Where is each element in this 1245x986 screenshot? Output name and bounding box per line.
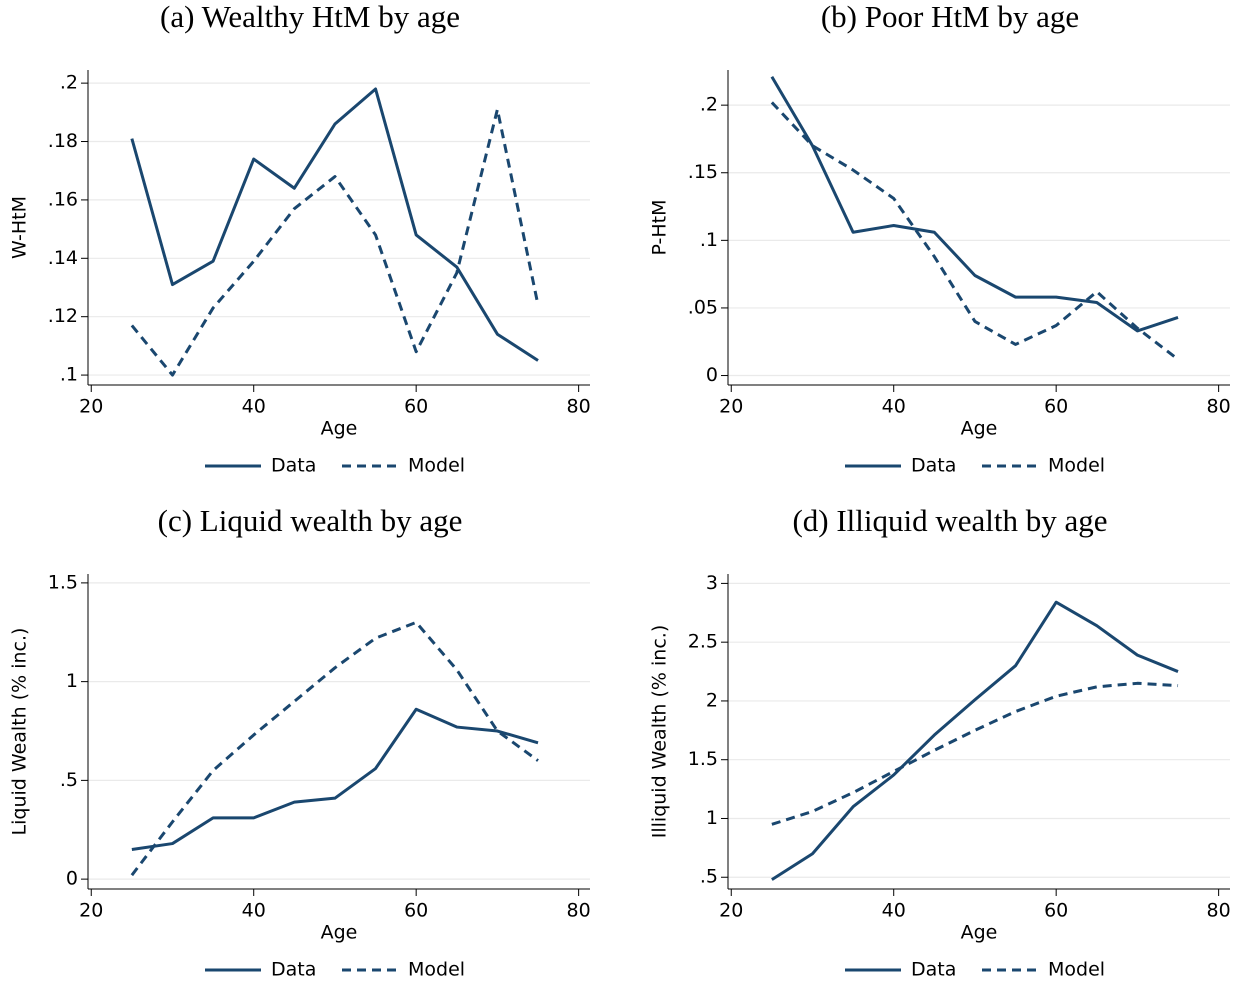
y-tick-label: .12 [48, 305, 78, 327]
x-axis-label: Age [321, 922, 358, 944]
y-axis-label: W-HtM [9, 196, 31, 259]
panel: (d) Illiquid wealth by age .5 1 1.5 2 2.5 3 20 4… [649, 503, 1231, 980]
y-axis-label: Illiquid Wealth (% inc.) [649, 625, 671, 838]
x-tick-label: 20 [719, 396, 743, 418]
panel: (a) Wealthy HtM by age .1 .12 .14 .16 .18 .2 20… [9, 0, 591, 477]
x-axis-label: Age [961, 922, 998, 944]
x-tick-label: 80 [567, 900, 591, 922]
legend-label: Model [1048, 959, 1105, 981]
x-tick-label: 60 [404, 396, 428, 418]
y-tick-label: .15 [688, 161, 718, 183]
panel-title: (d) Illiquid wealth by age [792, 503, 1107, 538]
y-tick-label: 3 [706, 572, 718, 594]
y-tick-label: .1 [700, 229, 718, 251]
legend-label: Data [271, 455, 316, 477]
x-tick-label: 80 [1207, 900, 1231, 922]
x-tick-label: 60 [404, 900, 428, 922]
x-axis-label: Age [321, 418, 358, 440]
series-line [130, 107, 540, 377]
y-tick-label: 2 [706, 689, 718, 711]
y-tick-label: 1 [706, 807, 718, 829]
y-tick-label: 0 [66, 868, 78, 890]
x-tick-label: 40 [242, 396, 266, 418]
legend-label: Model [408, 455, 465, 477]
y-tick-label: 2.5 [688, 631, 718, 653]
x-tick-label: 40 [882, 396, 906, 418]
y-axis-label: Liquid Wealth (% inc.) [9, 628, 31, 836]
y-tick-label: 1.5 [688, 748, 718, 770]
series-line [770, 101, 1179, 361]
y-axis-label: P-HtM [649, 199, 671, 255]
y-tick-label: .5 [60, 769, 78, 791]
panel: (c) Liquid wealth by age 0 .5 1 1.5 20 40 60 80 A… [9, 503, 591, 980]
series-line [771, 600, 1179, 881]
legend-label: Model [1048, 455, 1105, 477]
legend-label: Data [271, 959, 316, 981]
x-tick-label: 80 [567, 396, 591, 418]
x-tick-label: 60 [1044, 900, 1068, 922]
y-tick-label: 1 [66, 670, 78, 692]
series-line [130, 620, 539, 877]
series-line [131, 707, 539, 851]
x-tick-label: 20 [719, 900, 743, 922]
x-tick-label: 40 [242, 900, 266, 922]
y-tick-label: .1 [60, 364, 78, 386]
panel-title: (c) Liquid wealth by age [158, 503, 463, 538]
y-tick-label: .05 [688, 296, 718, 318]
legend-label: Data [911, 455, 956, 477]
y-tick-label: .5 [700, 866, 718, 888]
series-line [130, 87, 539, 362]
x-tick-label: 60 [1044, 396, 1068, 418]
y-tick-label: 0 [706, 364, 718, 386]
legend-label: Model [408, 959, 465, 981]
y-tick-label: .2 [60, 72, 78, 94]
y-tick-label: .16 [48, 188, 78, 210]
series-line [770, 75, 1179, 333]
legend-label: Data [911, 959, 956, 981]
x-axis-label: Age [961, 418, 998, 440]
panel-title: (b) Poor HtM by age [821, 0, 1079, 34]
y-tick-label: .18 [48, 130, 78, 152]
x-tick-label: 40 [882, 900, 906, 922]
panel-title: (a) Wealthy HtM by age [160, 0, 460, 34]
x-tick-label: 80 [1207, 396, 1231, 418]
y-tick-label: .14 [48, 247, 78, 269]
series-line [771, 681, 1179, 826]
panel: (b) Poor HtM by age 0 .05 .1 .15 .2 20 40 60 80 Ag… [649, 0, 1231, 477]
y-tick-label: .2 [700, 94, 718, 116]
y-tick-label: 1.5 [48, 571, 78, 593]
x-tick-label: 20 [79, 900, 103, 922]
x-tick-label: 20 [79, 396, 103, 418]
